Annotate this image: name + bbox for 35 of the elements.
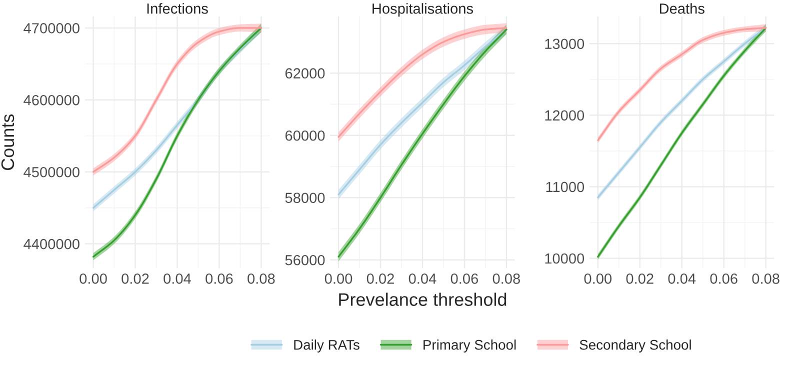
chart-title: Hospitalisations [372,3,474,17]
x-tick-label: 0.04 [668,274,696,284]
y-tick-label: 4500000 [24,166,80,178]
chart-title: Deaths [660,3,704,14]
x-tick-label: 0.00 [584,274,612,284]
x-tick-label: 0.04 [164,274,192,284]
x-tick-label: 0.00 [324,274,352,284]
x-tick-label: 0.06 [450,274,478,284]
y-tick-label: 4600000 [24,94,80,106]
x-tick-label: 0.02 [366,274,394,284]
y-tick-label: 10000 [545,253,584,264]
y-tick-label: 4400000 [24,238,80,250]
legend-label: Daily RATs [294,340,360,352]
x-axis-title: Prevelance threshold [339,292,506,306]
y-tick-label: 62000 [285,68,325,79]
x-tick-label: 0.02 [122,274,149,284]
x-tick-label: 0.06 [206,274,233,284]
x-tick-label: 0.08 [752,274,780,284]
y-tick-label: 56000 [285,254,325,266]
x-tick-label: 0.02 [626,274,654,284]
y-tick-label: 11000 [546,182,584,192]
y-tick-label: 60000 [285,130,325,141]
y-tick-label: 58000 [285,192,325,204]
legend-label: Primary School [424,340,516,352]
x-tick-label: 0.08 [248,274,275,284]
y-axis-title: Counts [1,114,14,170]
chart-title: Infections [147,3,208,14]
y-tick-label: 12000 [545,110,584,121]
x-tick-label: 0.04 [408,274,436,284]
x-tick-label: 0.00 [80,274,107,284]
y-tick-label: 4700000 [24,23,80,34]
legend-label: Secondary School [580,340,691,352]
x-tick-label: 0.08 [492,274,520,284]
y-tick-label: 13000 [545,38,584,50]
x-tick-label: 0.06 [710,274,738,284]
